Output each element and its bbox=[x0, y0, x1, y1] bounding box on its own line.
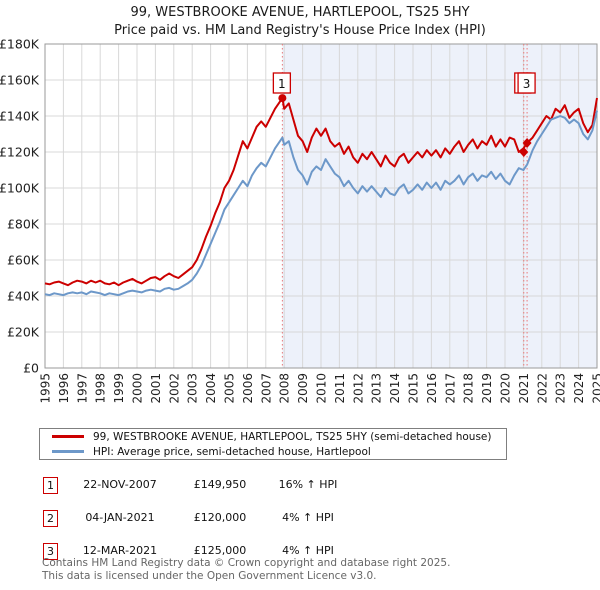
x-axis-tick-label: 2017 bbox=[443, 373, 457, 404]
x-axis-tick-label: 2005 bbox=[223, 373, 237, 404]
y-axis-tick-label: £180K bbox=[0, 37, 40, 52]
sale-marker-circle bbox=[278, 94, 287, 103]
y-axis-tick-label: £100K bbox=[0, 181, 40, 196]
x-axis-tick-label: 2011 bbox=[333, 373, 347, 404]
sale-number-badge: 3 bbox=[43, 543, 58, 560]
property-line-swatch bbox=[52, 435, 84, 438]
x-axis-tick-label: 2004 bbox=[204, 373, 218, 404]
table-row: 1 22-NOV-2007 £149,950 16% ↑ HPI bbox=[0, 477, 600, 495]
sale-marker-diamond bbox=[519, 147, 529, 157]
sale-date: 12-MAR-2021 bbox=[82, 544, 158, 557]
y-axis-tick-label: £60K bbox=[7, 253, 40, 268]
sale-label-box bbox=[517, 72, 536, 94]
legend-item-property: 99, WESTBROOKE AVENUE, HARTLEPOOL, TS25 … bbox=[52, 430, 506, 443]
x-axis-tick-label: 2020 bbox=[499, 373, 513, 404]
x-axis-tick-label: 2021 bbox=[517, 373, 531, 404]
x-axis-tick-label: 2015 bbox=[407, 373, 421, 404]
sale-hpi-delta: 4% ↑ HPI bbox=[282, 544, 334, 557]
x-axis-tick-label: 2003 bbox=[186, 373, 200, 404]
legend-item-hpi: HPI: Average price, semi-detached house,… bbox=[52, 445, 506, 458]
x-axis-tick-label: 2025 bbox=[591, 373, 600, 404]
footer-line1: Contains HM Land Registry data © Crown c… bbox=[42, 557, 451, 569]
hpi-line-swatch bbox=[52, 450, 84, 453]
x-axis-tick-label: 2022 bbox=[535, 373, 549, 404]
hpi-line-label: HPI: Average price, semi-detached house,… bbox=[93, 445, 371, 458]
y-axis-tick-label: £140K bbox=[0, 109, 40, 124]
x-axis-tick-label: 2000 bbox=[131, 373, 145, 404]
table-row: 2 04-JAN-2021 £120,000 4% ↑ HPI bbox=[0, 510, 600, 528]
property-line-label: 99, WESTBROOKE AVENUE, HARTLEPOOL, TS25 … bbox=[93, 430, 492, 443]
x-axis-tick-label: 2010 bbox=[315, 373, 329, 404]
plot-border bbox=[44, 43, 598, 369]
sale-date: 04-JAN-2021 bbox=[85, 511, 155, 524]
sale-date: 22-NOV-2007 bbox=[83, 478, 157, 491]
sale-label-number: 1 bbox=[278, 77, 286, 91]
y-axis-tick-label: £40K bbox=[7, 289, 40, 304]
page-subtitle: Price paid vs. HM Land Registry's House … bbox=[114, 23, 486, 38]
sale-price: £125,000 bbox=[193, 544, 247, 557]
x-axis-tick-label: 2013 bbox=[370, 373, 384, 404]
x-axis-tick-label: 2024 bbox=[572, 373, 586, 404]
x-axis-tick-label: 1999 bbox=[112, 373, 126, 404]
x-axis-tick-label: 2008 bbox=[278, 373, 292, 404]
chart-legend: 99, WESTBROOKE AVENUE, HARTLEPOOL, TS25 … bbox=[39, 428, 507, 460]
y-axis-tick-label: £0 bbox=[23, 361, 39, 376]
x-axis-tick-label: 2012 bbox=[351, 373, 365, 404]
footer-line2: This data is licensed under the Open Gov… bbox=[42, 569, 377, 582]
x-axis-tick-label: 1998 bbox=[94, 373, 108, 404]
x-axis-tick-label: 1996 bbox=[57, 373, 71, 404]
shaded-region bbox=[282, 44, 597, 368]
x-axis-tick-label: 2016 bbox=[425, 373, 439, 404]
y-axis-tick-label: £160K bbox=[0, 73, 40, 88]
sale-label-number: 3 bbox=[523, 77, 531, 91]
y-axis-tick-label: £20K bbox=[7, 325, 40, 340]
x-axis-tick-label: 2019 bbox=[480, 373, 494, 404]
x-axis-tick-label: 1995 bbox=[39, 373, 53, 404]
sale-hpi-delta: 16% ↑ HPI bbox=[278, 478, 338, 491]
x-axis-tick-label: 2007 bbox=[259, 373, 273, 404]
x-axis-tick-label: 2001 bbox=[149, 373, 163, 404]
sale-label-box bbox=[272, 72, 292, 94]
table-row: 3 12-MAR-2021 £125,000 4% ↑ HPI bbox=[0, 543, 600, 561]
x-axis-tick-label: 2014 bbox=[388, 373, 402, 404]
sale-number-badge: 1 bbox=[43, 477, 58, 494]
y-axis-tick-label: £80K bbox=[7, 217, 40, 232]
license-footer: Contains HM Land Registry data © Crown c… bbox=[42, 557, 450, 582]
x-axis-tick-label: 2006 bbox=[241, 373, 255, 404]
sale-marker-diamond bbox=[522, 138, 532, 148]
property-price-line bbox=[44, 97, 598, 287]
x-axis-tick-label: 2009 bbox=[296, 373, 310, 404]
price-history-chart: £0 £20K £40K £60K £80K £100K £120K £140K £160K £1… bbox=[0, 37, 600, 404]
x-axis-tick-label: 2002 bbox=[167, 373, 181, 404]
sale-number-badge: 2 bbox=[43, 510, 58, 527]
sale-price: £149,950 bbox=[193, 478, 247, 491]
hpi-line bbox=[44, 110, 598, 297]
page-title: 99, WESTBROOKE AVENUE, HARTLEPOOL, TS25 … bbox=[130, 5, 470, 20]
y-axis-tick-label: £120K bbox=[0, 145, 40, 160]
x-axis-tick-label: 2023 bbox=[554, 373, 568, 404]
sale-hpi-delta: 4% ↑ HPI bbox=[282, 511, 334, 524]
x-axis-tick-label: 1997 bbox=[75, 373, 89, 404]
x-axis-tick-label: 2018 bbox=[462, 373, 476, 404]
sale-price: £120,000 bbox=[193, 511, 247, 524]
